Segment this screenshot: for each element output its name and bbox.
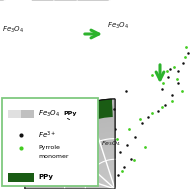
Bar [8,173,34,182]
Wedge shape [91,165,115,189]
FancyBboxPatch shape [2,98,98,186]
Wedge shape [77,151,115,189]
Wedge shape [81,155,115,189]
Wedge shape [62,136,115,189]
Wedge shape [110,184,115,189]
Wedge shape [72,146,115,189]
Text: $\mathit{Fe_3O_4}$: $\mathit{Fe_3O_4}$ [107,21,129,31]
Wedge shape [77,151,115,189]
Wedge shape [53,127,115,189]
Text: $\mathit{Fe_3O_4}$: $\mathit{Fe_3O_4}$ [2,25,24,35]
Wedge shape [53,127,115,189]
Wedge shape [26,154,115,189]
Wedge shape [57,107,115,189]
Wedge shape [43,117,115,189]
Text: monomer: monomer [38,154,68,160]
Bar [8,110,34,118]
Wedge shape [67,141,115,189]
Wedge shape [67,141,115,189]
Wedge shape [96,170,115,189]
Wedge shape [78,103,115,189]
Wedge shape [48,122,115,189]
Wedge shape [49,120,115,189]
Wedge shape [112,99,115,189]
Wedge shape [87,99,115,189]
Wedge shape [43,117,115,189]
Wedge shape [86,160,115,189]
Wedge shape [48,122,115,189]
Text: PPy: PPy [63,111,76,116]
Text: PPy: PPy [38,174,53,180]
Wedge shape [62,136,115,189]
Bar [8,110,21,118]
Text: $\mathit{Fe^{3+}}$: $\mathit{Fe^{3+}}$ [38,129,56,141]
Wedge shape [101,175,115,189]
Wedge shape [57,131,115,189]
Wedge shape [101,175,115,189]
Wedge shape [57,131,115,189]
Wedge shape [72,146,115,189]
Wedge shape [25,178,115,189]
Wedge shape [32,148,115,189]
Wedge shape [110,184,115,189]
Text: $\mathit{Fe_3O_4}$: $\mathit{Fe_3O_4}$ [101,139,121,148]
Text: Pyrrole: Pyrrole [38,146,60,150]
Wedge shape [43,117,115,189]
Wedge shape [105,179,115,189]
Wedge shape [96,170,115,189]
Wedge shape [43,117,115,189]
Wedge shape [86,160,115,189]
Text: $\mathit{Fe_3O_4}$: $\mathit{Fe_3O_4}$ [38,109,60,119]
Wedge shape [35,128,115,189]
Wedge shape [81,155,115,189]
Wedge shape [25,99,115,189]
Wedge shape [91,165,115,189]
Wedge shape [105,179,115,189]
